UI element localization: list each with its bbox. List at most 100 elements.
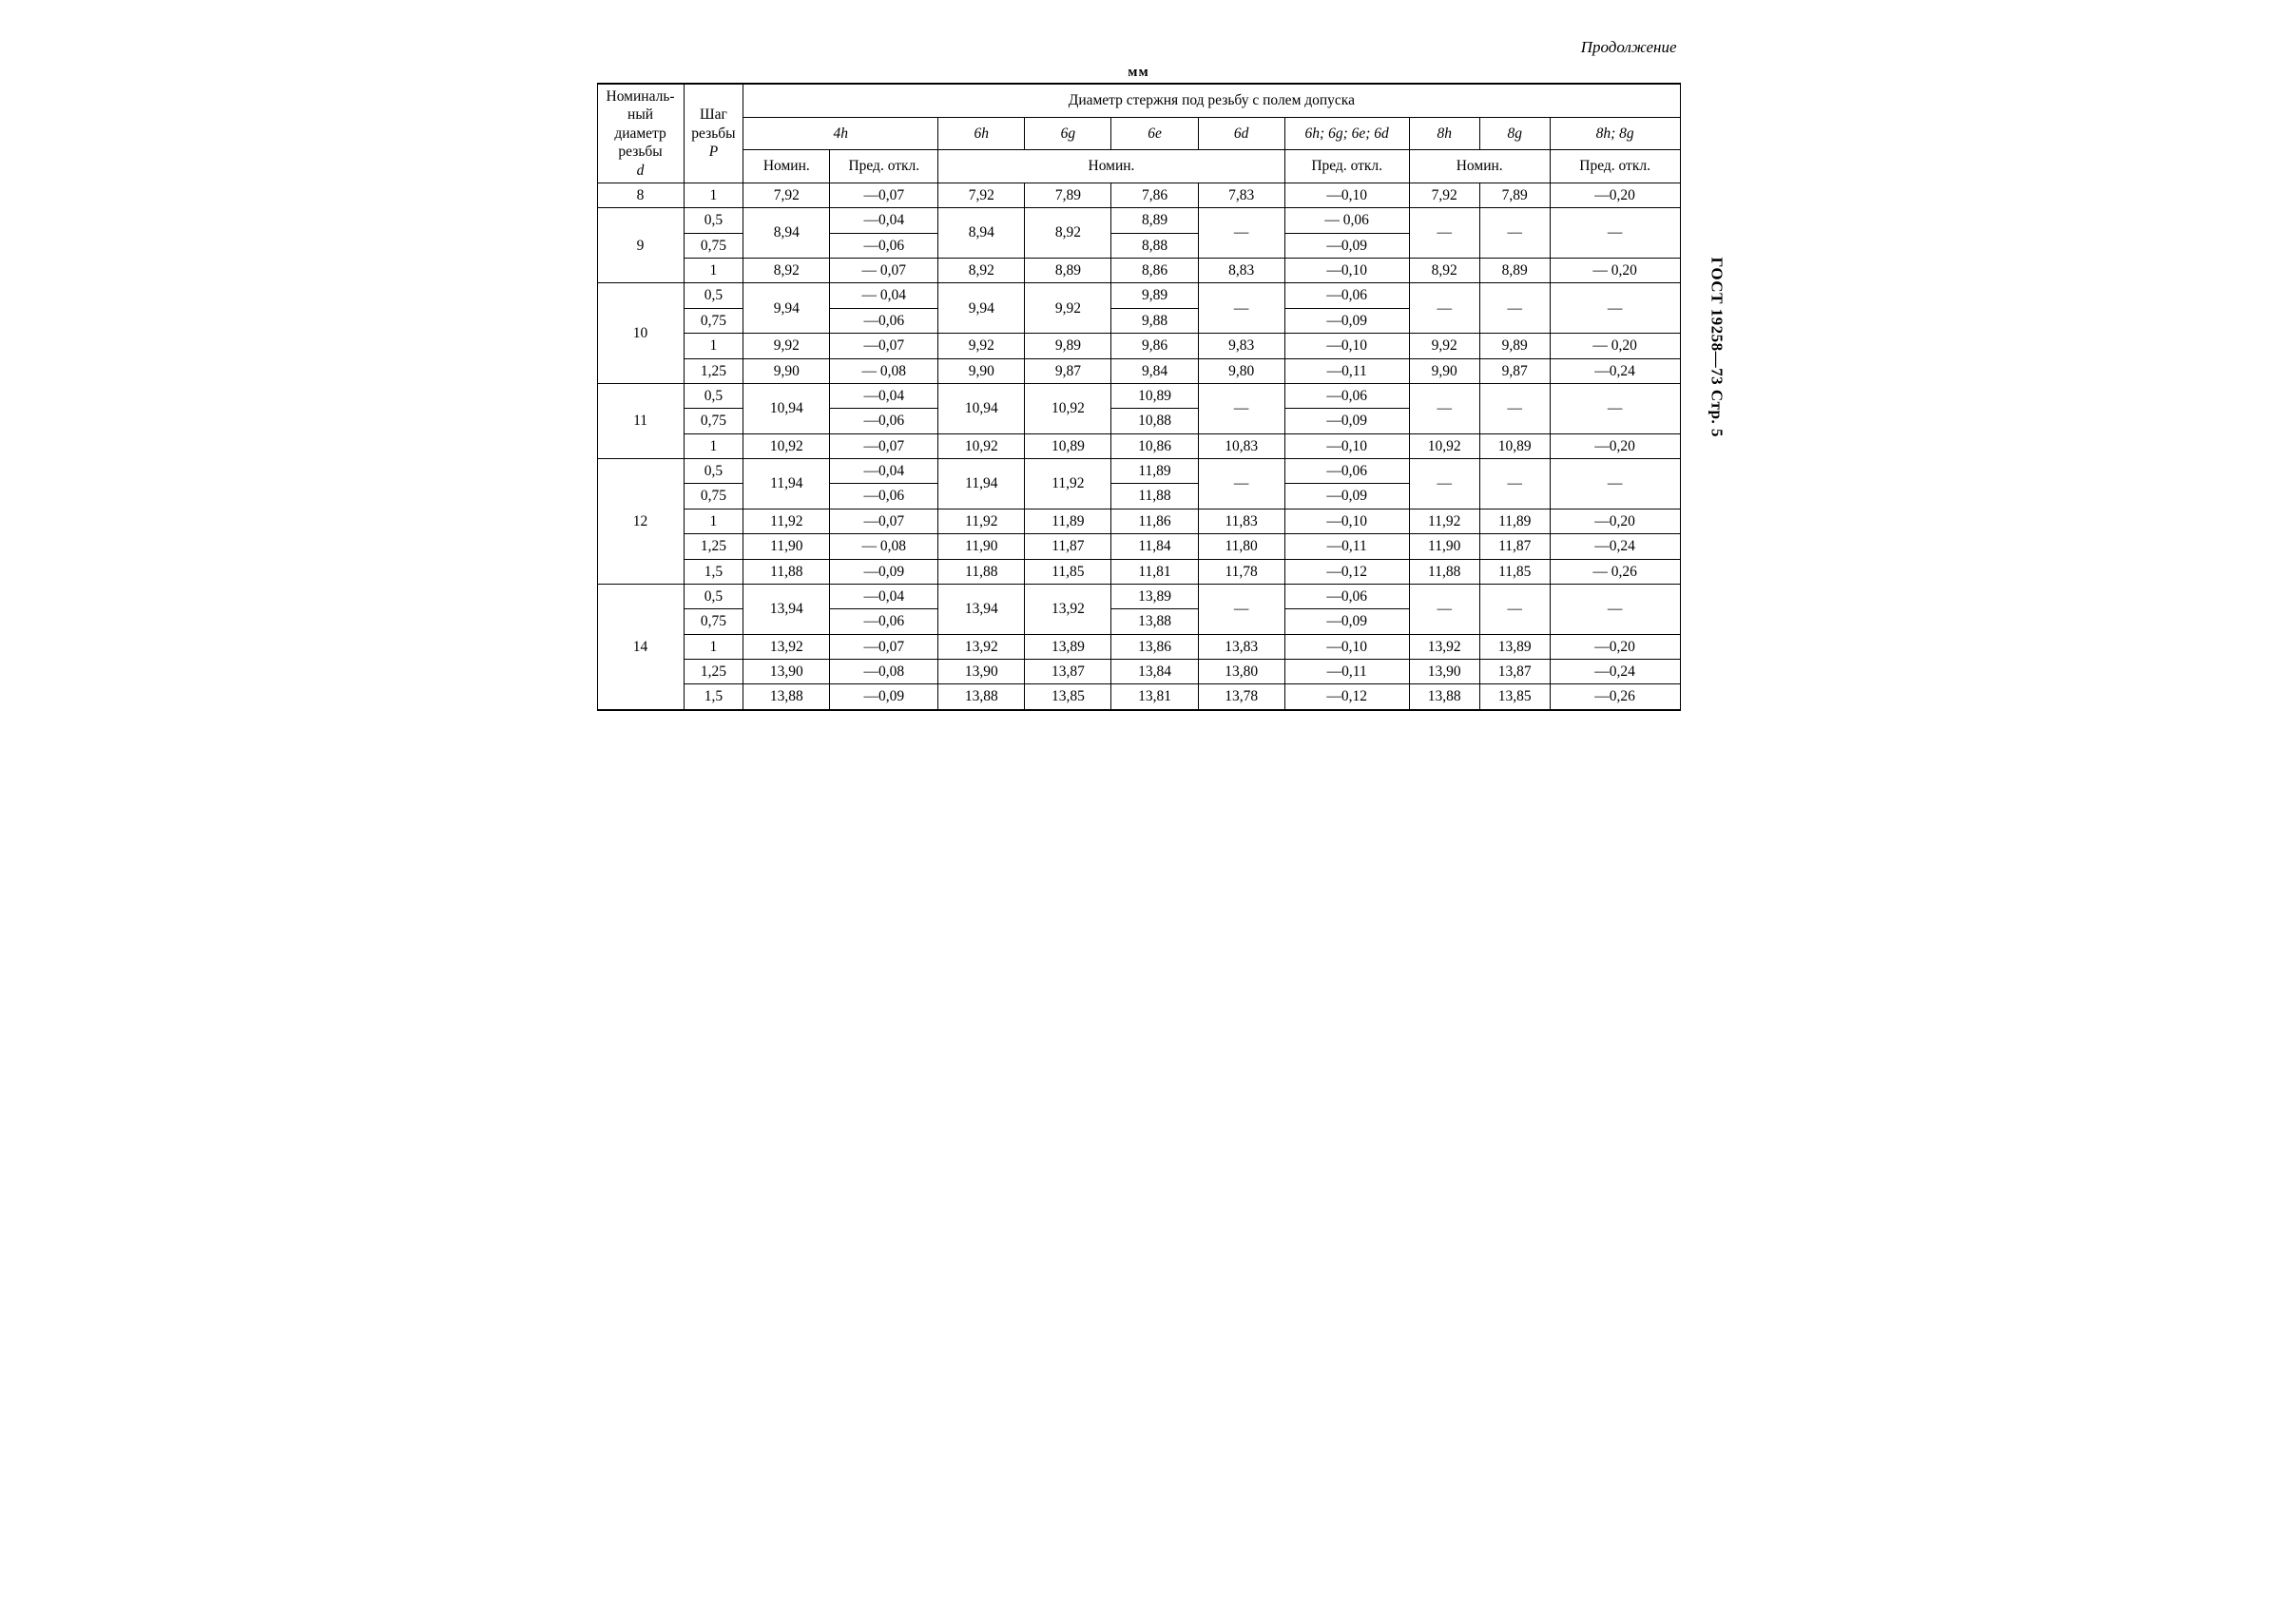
cell-n6g: 11,87 bbox=[1025, 534, 1111, 559]
cell-t6: —0,12 bbox=[1284, 559, 1409, 584]
cell-t6: —0,10 bbox=[1284, 334, 1409, 358]
cell-t8: —0,24 bbox=[1550, 660, 1680, 684]
cell-n4h: 9,92 bbox=[743, 334, 830, 358]
cell-n8h: 13,88 bbox=[1409, 684, 1479, 710]
cell-t4h: —0,09 bbox=[830, 684, 938, 710]
cell-n6e: 8,88 bbox=[1111, 233, 1198, 258]
cell-n8h: — bbox=[1409, 459, 1479, 509]
col-nomin3: Номин. bbox=[1409, 150, 1550, 183]
cell-t8: —0,20 bbox=[1550, 509, 1680, 533]
continuation-label: Продолжение bbox=[597, 38, 1681, 57]
cell-n6h: 11,90 bbox=[938, 534, 1025, 559]
cell-n8g: — bbox=[1479, 283, 1550, 334]
cell-t6: —0,11 bbox=[1284, 534, 1409, 559]
cell-n8g: 13,89 bbox=[1479, 634, 1550, 659]
cell-t4h: — 0,04 bbox=[830, 283, 938, 308]
cell-p: 1,25 bbox=[684, 358, 743, 383]
cell-n6e: 13,81 bbox=[1111, 684, 1198, 710]
cell-t4h: —0,04 bbox=[830, 459, 938, 484]
cell-t6: —0,09 bbox=[1284, 233, 1409, 258]
cell-n6e: 8,89 bbox=[1111, 208, 1198, 233]
table-row: 1,511,88—0,0911,8811,8511,8111,78—0,1211… bbox=[597, 559, 1680, 584]
cell-t6: —0,09 bbox=[1284, 484, 1409, 509]
cell-n8g: 7,89 bbox=[1479, 183, 1550, 207]
cell-p: 1 bbox=[684, 183, 743, 207]
cell-p: 0,75 bbox=[684, 233, 743, 258]
cell-n8h: 11,88 bbox=[1409, 559, 1479, 584]
cell-n6h: 9,90 bbox=[938, 358, 1025, 383]
cell-t6: —0,10 bbox=[1284, 634, 1409, 659]
cell-t4h: — 0,07 bbox=[830, 259, 938, 283]
cell-p: 0,5 bbox=[684, 383, 743, 408]
cell-t8: — bbox=[1550, 383, 1680, 433]
cell-d: 8 bbox=[597, 183, 684, 207]
cell-p: 1 bbox=[684, 259, 743, 283]
cell-t8: —0,20 bbox=[1550, 183, 1680, 207]
side-label: ГОСТ 19258—73 Стр. 5 bbox=[1708, 257, 1727, 437]
cell-n6e: 10,86 bbox=[1111, 433, 1198, 458]
cell-n6e: 13,88 bbox=[1111, 609, 1198, 634]
cell-n8h: — bbox=[1409, 584, 1479, 634]
cell-p: 0,5 bbox=[684, 459, 743, 484]
cell-t6: —0,10 bbox=[1284, 433, 1409, 458]
cell-t4h: —0,04 bbox=[830, 383, 938, 408]
col-tol2: Пред. откл. bbox=[1284, 150, 1409, 183]
cell-n6g: 13,92 bbox=[1025, 584, 1111, 634]
cell-p: 0,5 bbox=[684, 584, 743, 608]
cell-p: 0,75 bbox=[684, 409, 743, 433]
cell-p: 1,5 bbox=[684, 684, 743, 710]
col-grp6: 6h; 6g; 6e; 6d bbox=[1284, 117, 1409, 150]
cell-n8g: — bbox=[1479, 459, 1550, 509]
cell-t8: — bbox=[1550, 283, 1680, 334]
cell-n6d: — bbox=[1198, 584, 1284, 634]
cell-p: 1 bbox=[684, 634, 743, 659]
cell-t8: — bbox=[1550, 208, 1680, 259]
cell-n8g: 13,85 bbox=[1479, 684, 1550, 710]
cell-p: 1 bbox=[684, 509, 743, 533]
cell-n6g: 9,87 bbox=[1025, 358, 1111, 383]
table-row: 19,92—0,079,929,899,869,83—0,109,929,89—… bbox=[597, 334, 1680, 358]
cell-d: 12 bbox=[597, 459, 684, 585]
cell-n6g: 9,89 bbox=[1025, 334, 1111, 358]
col-8h: 8h bbox=[1409, 117, 1479, 150]
cell-t6: —0,10 bbox=[1284, 259, 1409, 283]
cell-n6e: 9,86 bbox=[1111, 334, 1198, 358]
cell-n6h: 8,92 bbox=[938, 259, 1025, 283]
cell-t4h: —0,07 bbox=[830, 509, 938, 533]
cell-n4h: 9,90 bbox=[743, 358, 830, 383]
cell-n8g: 9,87 bbox=[1479, 358, 1550, 383]
table-row: 18,92— 0,078,928,898,868,83—0,108,928,89… bbox=[597, 259, 1680, 283]
cell-t6: —0,10 bbox=[1284, 183, 1409, 207]
cell-n4h: 10,92 bbox=[743, 433, 830, 458]
table-body: 817,92—0,077,927,897,867,83—0,107,927,89… bbox=[597, 183, 1680, 709]
cell-p: 1,25 bbox=[684, 660, 743, 684]
cell-n6e: 10,88 bbox=[1111, 409, 1198, 433]
cell-p: 1 bbox=[684, 433, 743, 458]
cell-n4h: 11,94 bbox=[743, 459, 830, 509]
cell-n6g: 11,92 bbox=[1025, 459, 1111, 509]
cell-n6g: 8,92 bbox=[1025, 208, 1111, 259]
cell-n8g: 10,89 bbox=[1479, 433, 1550, 458]
cell-n6d: 13,80 bbox=[1198, 660, 1284, 684]
cell-n8h: 11,92 bbox=[1409, 509, 1479, 533]
cell-t8: —0,26 bbox=[1550, 684, 1680, 710]
cell-n8h: — bbox=[1409, 383, 1479, 433]
col-grp8: 8h; 8g bbox=[1550, 117, 1680, 150]
cell-n8g: — bbox=[1479, 383, 1550, 433]
cell-p: 0,75 bbox=[684, 484, 743, 509]
col-nomin1: Номин. bbox=[743, 150, 830, 183]
cell-p: 0,75 bbox=[684, 609, 743, 634]
cell-n6d: 11,80 bbox=[1198, 534, 1284, 559]
cell-n8h: 9,92 bbox=[1409, 334, 1479, 358]
cell-n4h: 11,90 bbox=[743, 534, 830, 559]
cell-n6e: 11,81 bbox=[1111, 559, 1198, 584]
cell-n6e: 8,86 bbox=[1111, 259, 1198, 283]
cell-n4h: 7,92 bbox=[743, 183, 830, 207]
cell-n8g: — bbox=[1479, 584, 1550, 634]
cell-t6: —0,10 bbox=[1284, 509, 1409, 533]
cell-t4h: —0,07 bbox=[830, 334, 938, 358]
cell-t8: —0,20 bbox=[1550, 634, 1680, 659]
cell-t6: —0,11 bbox=[1284, 358, 1409, 383]
cell-t4h: —0,07 bbox=[830, 183, 938, 207]
cell-t6: — 0,06 bbox=[1284, 208, 1409, 233]
